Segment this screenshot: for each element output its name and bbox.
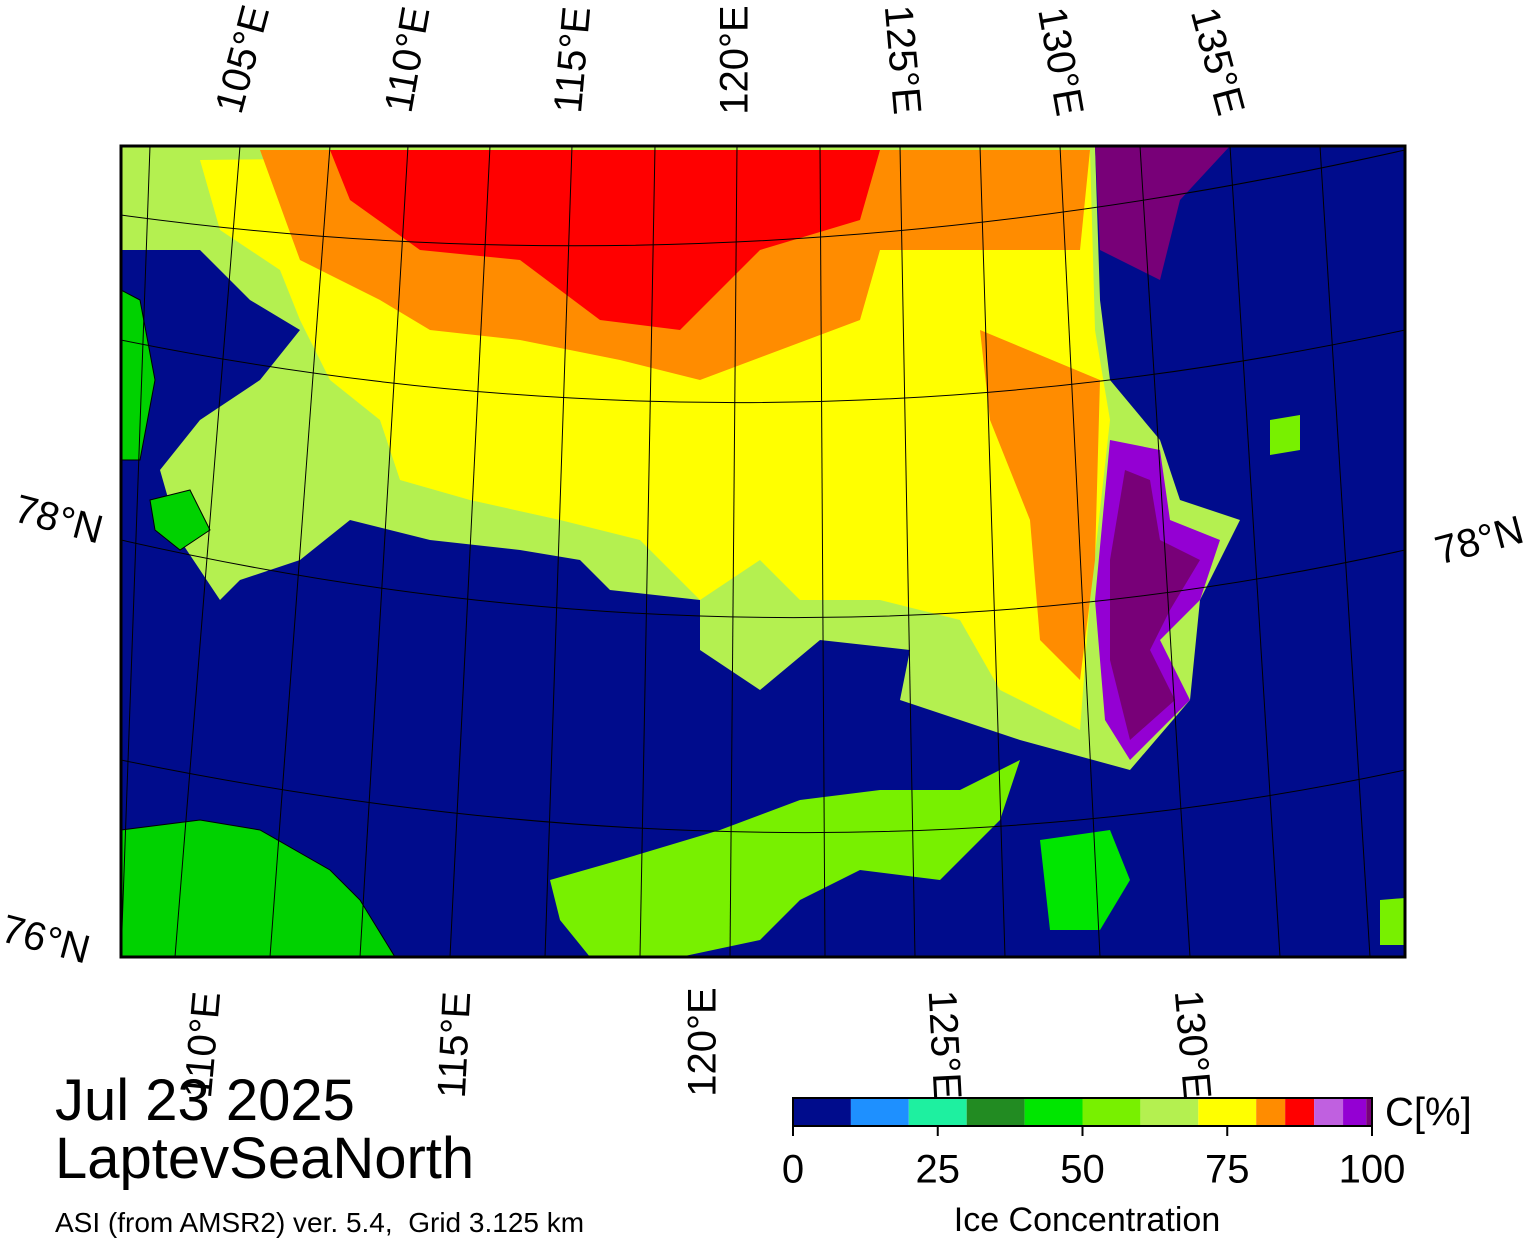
lon-label-bottom: 130°E xyxy=(1166,988,1219,1101)
lon-label-top: 125°E xyxy=(876,3,929,116)
lon-label-top: 135°E xyxy=(1182,3,1253,120)
graticule xyxy=(121,146,1405,957)
lon-label-top: 120°E xyxy=(713,5,757,114)
ice-very-high xyxy=(330,150,880,330)
colorbar-segment xyxy=(1314,1098,1344,1126)
colorbar-segment xyxy=(1198,1098,1257,1126)
ice-patch-small xyxy=(1270,415,1300,455)
colorbar-segment xyxy=(1343,1098,1367,1126)
lon-label-bottom: 115°E xyxy=(430,991,480,1100)
colorbar-segment xyxy=(908,1098,967,1126)
lon-label-bottom: 110°E xyxy=(176,990,229,1100)
colorbar-segment xyxy=(1024,1098,1083,1126)
colorbar-tick-label: 100 xyxy=(1339,1148,1406,1192)
colorbar-tick-label: 25 xyxy=(916,1148,961,1192)
ice-tongue-core xyxy=(1110,470,1200,740)
colorbar-tick-label: 0 xyxy=(782,1148,804,1192)
lon-label-top: 130°E xyxy=(1029,4,1091,119)
ice-patch-east xyxy=(1040,830,1130,930)
lon-label-bottom: 120°E xyxy=(681,987,725,1096)
colorbar-unit: C[%] xyxy=(1385,1091,1472,1135)
date: Jul 23 2025 xyxy=(55,1068,355,1133)
colorbar: 0 25 50 75 100 C[%] Ice Concentration xyxy=(782,1091,1472,1239)
lon-label-top: 115°E xyxy=(546,5,599,115)
source: ASI (from AMSR2) ver. 5.4, Grid 3.125 km xyxy=(55,1207,584,1238)
lat-label-left: 78°N xyxy=(10,487,108,553)
colorbar-segment xyxy=(1082,1098,1141,1126)
map-frame xyxy=(119,144,1407,959)
land-island xyxy=(149,489,211,551)
region: LaptevSeaNorth xyxy=(55,1126,474,1191)
lon-label-top: 110°E xyxy=(377,3,439,115)
colorbar-tick-label: 75 xyxy=(1205,1148,1250,1192)
ice-high-east xyxy=(980,330,1100,680)
colorbar-segment xyxy=(966,1098,1025,1126)
colorbar-tick-label: 50 xyxy=(1060,1148,1105,1192)
colorbar-segment xyxy=(1285,1098,1315,1126)
ice-patch-corner xyxy=(1380,898,1405,945)
colorbar-segment xyxy=(793,1098,851,1126)
ice-full-north xyxy=(1095,146,1230,280)
land-west xyxy=(121,289,156,461)
colorbar-segment xyxy=(1256,1098,1286,1126)
map-area xyxy=(121,146,1405,957)
colorbar-segment xyxy=(850,1098,909,1126)
ice-patch-south xyxy=(550,760,1020,957)
land-south xyxy=(121,819,396,957)
lat-label-right: 78°N xyxy=(1431,508,1528,574)
colorbar-segment xyxy=(1366,1098,1372,1126)
colorbar-segment xyxy=(1140,1098,1199,1126)
colorbar-title: Ice Concentration xyxy=(954,1201,1221,1239)
lon-label-bottom: 125°E xyxy=(920,989,970,1101)
lat-label-left: 76°N xyxy=(0,907,94,973)
lon-label-top: 105°E xyxy=(207,1,278,118)
